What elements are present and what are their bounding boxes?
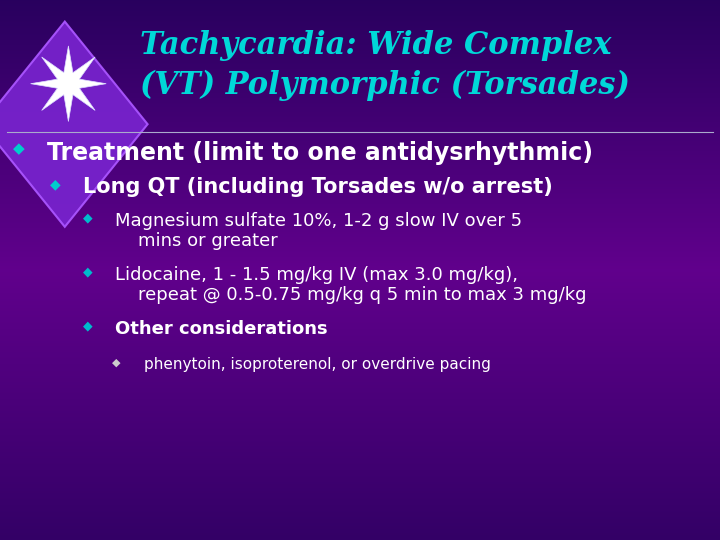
Text: ◆: ◆ — [83, 212, 92, 225]
Text: ◆: ◆ — [13, 141, 24, 157]
Text: Long QT (including Torsades w/o arrest): Long QT (including Torsades w/o arrest) — [83, 177, 552, 197]
Text: ◆: ◆ — [112, 357, 120, 368]
Text: (VT) Polymorphic (Torsades): (VT) Polymorphic (Torsades) — [140, 70, 630, 102]
Text: phenytoin, isoproterenol, or overdrive pacing: phenytoin, isoproterenol, or overdrive p… — [144, 357, 491, 373]
Text: Magnesium sulfate 10%, 1-2 g slow IV over 5
    mins or greater: Magnesium sulfate 10%, 1-2 g slow IV ove… — [115, 212, 522, 251]
Text: ◆: ◆ — [83, 266, 92, 279]
Text: Lidocaine, 1 - 1.5 mg/kg IV (max 3.0 mg/kg),
    repeat @ 0.5-0.75 mg/kg q 5 min: Lidocaine, 1 - 1.5 mg/kg IV (max 3.0 mg/… — [115, 266, 587, 305]
Text: ◆: ◆ — [83, 320, 92, 333]
Text: Tachycardia: Wide Complex: Tachycardia: Wide Complex — [140, 30, 612, 60]
Text: Other considerations: Other considerations — [115, 320, 328, 338]
Polygon shape — [0, 22, 148, 227]
Polygon shape — [30, 46, 107, 122]
Text: ◆: ◆ — [50, 177, 61, 191]
Circle shape — [60, 77, 77, 90]
Text: Treatment (limit to one antidysrhythmic): Treatment (limit to one antidysrhythmic) — [47, 141, 593, 165]
